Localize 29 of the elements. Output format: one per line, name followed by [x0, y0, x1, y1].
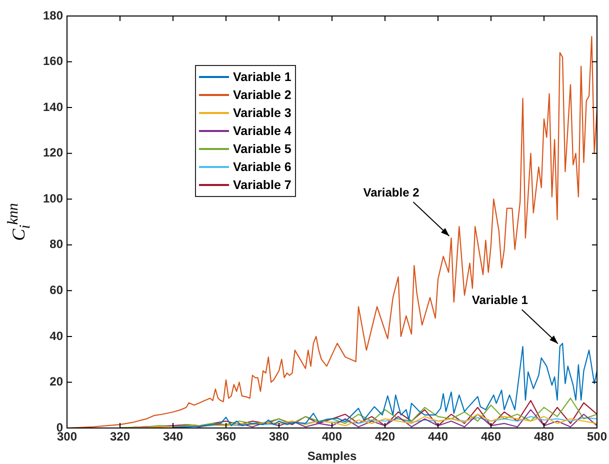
y-tick-label: 140: [42, 100, 64, 114]
x-axis-title: Samples: [307, 449, 357, 464]
y-tick-label: 160: [42, 54, 64, 68]
x-tick-label: 340: [162, 430, 184, 444]
x-tick-label: 440: [428, 430, 448, 444]
legend-label: Variable 5: [233, 142, 292, 156]
y-tick-label: 180: [42, 8, 64, 22]
x-tick-label: 380: [268, 430, 290, 444]
legend-label: Variable 2: [233, 88, 292, 102]
y-tick-label: 40: [50, 328, 64, 343]
x-tick-label: 320: [110, 430, 130, 444]
x-tick-label: 420: [374, 430, 396, 444]
y-tick-label: 80: [50, 237, 64, 252]
legend-label: Variable 3: [233, 106, 292, 120]
legend-label: Variable 6: [233, 160, 292, 174]
x-tick-label: 500: [586, 430, 608, 444]
x-tick-label: 400: [322, 430, 342, 444]
legend-label: Variable 4: [233, 124, 292, 138]
x-tick-label: 480: [534, 430, 554, 444]
y-tick-label: 20: [50, 374, 64, 389]
legend-label: Variable 7: [233, 178, 292, 192]
x-tick-label: 460: [480, 430, 502, 444]
legend-label: Variable 1: [233, 70, 292, 84]
annotation: Variable 1: [472, 292, 528, 307]
x-tick-label: 360: [216, 430, 236, 444]
y-tick-label: 100: [42, 191, 64, 206]
y-tick-label: 60: [50, 282, 64, 297]
y-tick-label: 120: [42, 146, 64, 160]
annotation: Variable 2: [363, 185, 420, 200]
